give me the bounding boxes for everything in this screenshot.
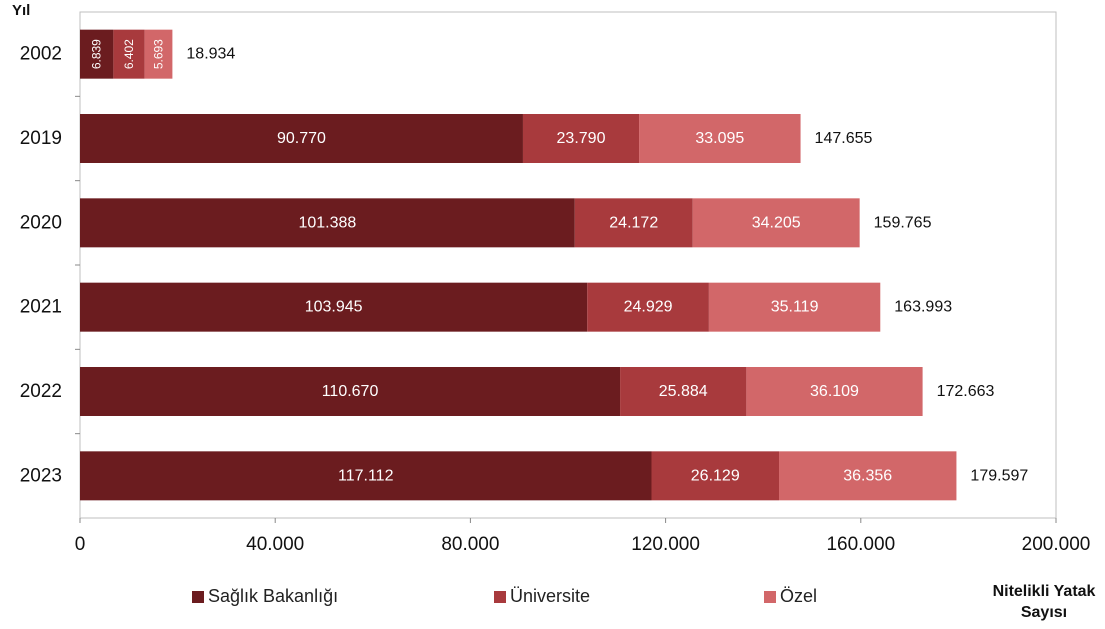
bar-segment — [80, 282, 588, 332]
legend-swatch-universite — [494, 590, 506, 603]
bar-segment — [80, 114, 523, 163]
bar-total-label: 172.663 — [937, 383, 995, 400]
bar-segment — [113, 29, 145, 79]
bar-value-label: 110.670 — [322, 383, 379, 400]
bar-value-label: 23.790 — [557, 130, 606, 147]
bar-segment — [80, 451, 652, 501]
bars-group: 6.839 6.402 5.693 18.934 90.770 23.790 33.095 1… — [80, 29, 1028, 501]
legend-swatch-saglik — [192, 590, 204, 603]
bar-value-label: 25.884 — [659, 383, 708, 400]
bar-total-label: 147.655 — [815, 130, 873, 147]
bar-value-label: 6.402 — [122, 39, 136, 69]
bar-segment — [80, 198, 575, 248]
y-tick-label: 2020 — [20, 212, 62, 233]
legend-swatch-ozel — [764, 590, 776, 603]
bar-segment — [574, 198, 693, 248]
y-axis-title: Yıl — [12, 2, 31, 19]
bar-segment — [692, 198, 860, 248]
bar-segment — [746, 367, 923, 416]
bar-value-label: 34.205 — [752, 214, 801, 231]
bar-value-label: 117.112 — [338, 467, 394, 484]
bar-total-label: 179.597 — [970, 467, 1028, 484]
legend-label-saglik: Sağlık Bakanlığı — [208, 586, 339, 606]
y-tick-label: 2023 — [20, 465, 62, 486]
x-tick-label: 80.000 — [441, 534, 499, 555]
bar-total-label: 18.934 — [186, 46, 235, 63]
y-tick-label: 2021 — [20, 297, 62, 318]
x-axis: 0 40.000 80.000 120.000 160.000 200.000 — [75, 518, 1091, 555]
bar-value-label: 103.945 — [305, 299, 363, 316]
bar-segment — [80, 29, 114, 79]
plot-area-frame — [79, 11, 1057, 519]
bar-value-label: 101.388 — [298, 214, 356, 231]
bar-value-label: 6.839 — [90, 39, 104, 69]
bar-total-label: 159.765 — [874, 214, 932, 231]
bar-value-label: 35.119 — [771, 299, 819, 316]
bar-segment — [779, 451, 957, 501]
legend-item-universite: Üniversite — [494, 586, 590, 607]
bar-segment — [80, 367, 621, 416]
bar-value-label: 5.693 — [152, 39, 166, 69]
y-tick-label: 2022 — [20, 381, 62, 402]
legend-label-ozel: Özel — [780, 586, 818, 606]
legend-item-saglik: Sağlık Bakanlığı — [192, 586, 338, 607]
bar-value-label: 90.770 — [277, 130, 326, 147]
bar-value-label: 26.129 — [691, 467, 740, 484]
legend-label-universite: Üniversite — [510, 586, 591, 606]
bar-segment — [651, 451, 780, 501]
x-tick-label: 160.000 — [826, 534, 895, 555]
bar-segment — [587, 282, 709, 332]
bar-segment — [639, 114, 801, 163]
bar-segment — [144, 29, 173, 79]
legend-item-ozel: Özel — [764, 586, 817, 607]
bar-segment — [620, 367, 747, 416]
x-tick-label: 200.000 — [1022, 534, 1091, 555]
y-tick-label: 2019 — [20, 128, 62, 149]
bar-value-label: 24.172 — [609, 214, 658, 231]
x-axis-title-line2: Sayısı — [1020, 604, 1068, 621]
y-tick-label: 2002 — [20, 44, 62, 65]
bar-total-label: 163.993 — [894, 299, 952, 316]
bar-segment — [522, 114, 640, 163]
x-tick-label: 0 — [75, 534, 86, 555]
bar-value-label: 24.929 — [624, 299, 673, 316]
bar-value-label: 36.109 — [810, 383, 859, 400]
x-axis-title: Nitelikli Yatak Sayısı — [985, 581, 1103, 623]
x-tick-label: 40.000 — [246, 534, 304, 555]
bar-value-label: 36.356 — [843, 467, 892, 484]
bar-segment — [708, 282, 881, 332]
y-axis: 2002 2019 2020 2021 2022 2023 — [20, 44, 80, 486]
x-axis-title-line1: Nitelikli Yatak — [992, 583, 1096, 600]
bar-value-label: 33.095 — [695, 130, 744, 147]
x-tick-label: 120.000 — [631, 534, 700, 555]
